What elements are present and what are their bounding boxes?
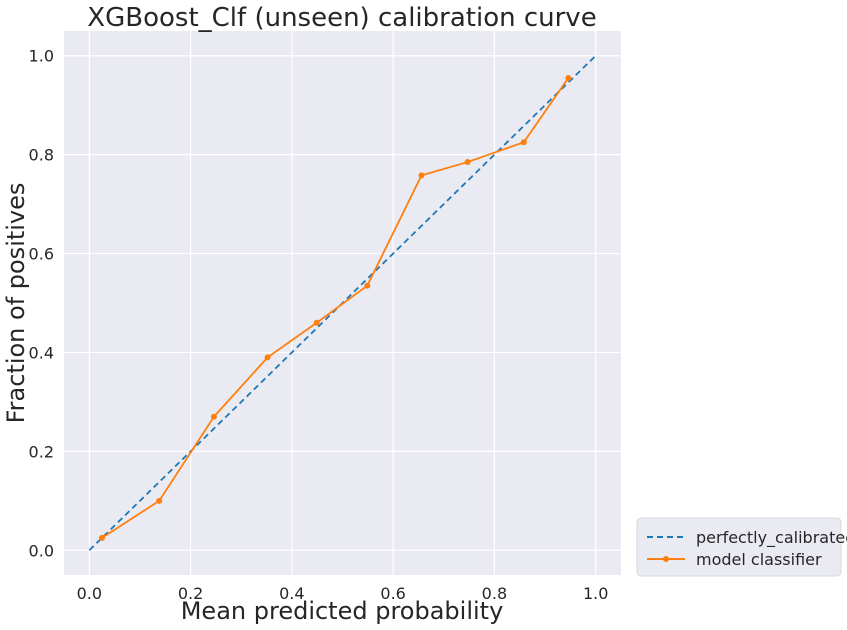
legend-marker-model-classifier — [663, 556, 669, 562]
x-tick-label: 0.2 — [178, 584, 203, 603]
legend-label-perfectly-calibrated: perfectly_calibrated — [696, 528, 847, 548]
x-tick-label: 0.8 — [482, 584, 507, 603]
data-point — [98, 534, 105, 541]
grid-lines — [64, 31, 621, 575]
y-tick-label: 0.6 — [29, 245, 54, 264]
x-axis-label: Mean predicted probability — [181, 597, 504, 625]
legend-label-model-classifier: model classifier — [696, 550, 822, 569]
series-line-model-classifier — [101, 77, 570, 539]
data-point — [364, 282, 371, 289]
data-point — [418, 172, 425, 179]
y-tick-label: 0.2 — [29, 442, 54, 461]
data-point — [210, 413, 217, 420]
x-tick-label: 1.0 — [583, 584, 608, 603]
series-layer — [88, 55, 597, 551]
data-point — [565, 74, 572, 81]
y-tick-label: 0.8 — [29, 146, 54, 165]
y-tick-label: 1.0 — [29, 47, 54, 66]
y-tick-label: 0.4 — [29, 343, 54, 362]
x-tick-label: 0.4 — [279, 584, 304, 603]
data-point — [156, 497, 163, 504]
tick-labels: 0.0 0.2 0.4 0.6 0.8 1.0 0.0 0.2 0.4 0.6 0.8 1.0 — [29, 47, 609, 603]
data-point — [520, 139, 527, 146]
chart-title: XGBoost_Clf (unseen) calibration curve — [87, 3, 596, 33]
x-tick-label: 0.0 — [77, 584, 102, 603]
data-point — [464, 159, 471, 166]
data-point — [264, 354, 271, 361]
x-tick-label: 0.6 — [380, 584, 405, 603]
data-point — [313, 319, 320, 326]
legend-box — [636, 517, 842, 577]
y-axis-label: Fraction of positives — [2, 183, 30, 424]
y-tick-label: 0.0 — [29, 541, 54, 560]
legend: perfectly_calibrated model classifier — [636, 517, 847, 577]
